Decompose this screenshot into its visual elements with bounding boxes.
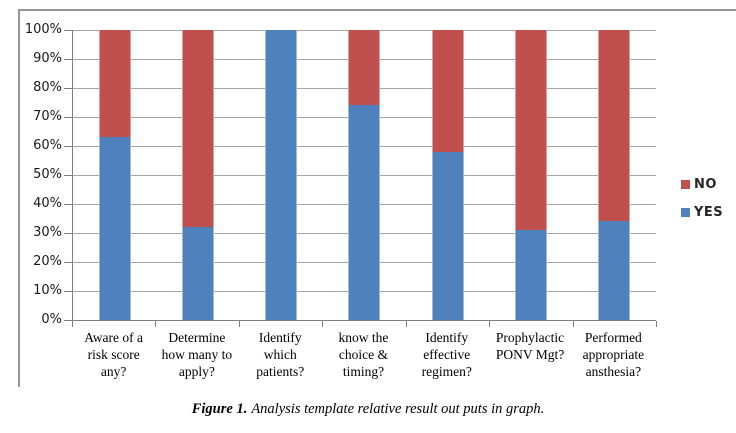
bar-segment-no <box>181 30 214 228</box>
x-axis-tick <box>322 321 324 327</box>
bar-stack <box>265 30 298 320</box>
bar-stack <box>98 30 131 320</box>
bar-segment-no <box>98 30 131 138</box>
bar-slot <box>489 30 572 320</box>
bar-segment-yes <box>98 137 131 320</box>
y-axis-tick <box>64 262 73 263</box>
bar-stack <box>598 30 631 320</box>
x-axis-label: know the choice & timing? <box>338 330 389 379</box>
y-axis-label-60: 60% <box>33 138 62 153</box>
bar-slot <box>406 30 489 320</box>
bar-stack <box>348 30 381 320</box>
y-axis-tick <box>64 117 73 118</box>
y-axis-label-90: 90% <box>33 51 62 66</box>
bars-row <box>73 30 656 320</box>
x-axis-tick <box>656 321 657 327</box>
x-axis-tick <box>155 321 157 327</box>
y-axis-tick <box>64 233 73 234</box>
y-axis-tick <box>64 175 73 176</box>
legend-label: NO <box>694 177 717 192</box>
y-axis-tick <box>64 88 73 89</box>
bar-segment-no <box>431 30 464 152</box>
bar-slot <box>573 30 656 320</box>
bar-segment-no <box>348 30 381 106</box>
bar-stack <box>431 30 464 320</box>
y-axis-label-20: 20% <box>33 254 62 269</box>
legend-swatch-yes <box>681 208 690 217</box>
y-axis-tick <box>64 30 73 31</box>
legend-item-yes: YES <box>681 205 723 220</box>
y-axis-label-0: 0% <box>41 312 62 327</box>
x-axis-label: Identify effective regimen? <box>421 330 472 379</box>
bar-slot <box>240 30 323 320</box>
x-axis-tick <box>405 321 407 327</box>
y-axis-tick <box>64 146 73 147</box>
chart-frame <box>18 9 736 387</box>
legend: NO YES <box>681 177 723 233</box>
x-axis-tick <box>72 321 73 327</box>
y-axis-label-100: 100% <box>24 22 62 37</box>
y-axis-label-50: 50% <box>33 167 62 182</box>
bar-stack <box>515 30 548 320</box>
y-axis-label-30: 30% <box>33 225 62 240</box>
bar-segment-yes <box>265 30 298 320</box>
legend-item-no: NO <box>681 177 723 192</box>
y-axis-tick <box>64 320 73 321</box>
bar-segment-no <box>515 30 548 231</box>
x-axis-label: Identify which patients? <box>256 330 305 379</box>
caption-text: Analysis template relative result out pu… <box>251 401 545 417</box>
bar-segment-yes <box>598 221 631 320</box>
y-axis-label-70: 70% <box>33 109 62 124</box>
bar-segment-yes <box>348 105 381 320</box>
x-axis-label: Determine how many to apply? <box>161 330 233 379</box>
y-axis-tick <box>64 59 73 60</box>
bar-slot <box>156 30 239 320</box>
bar-slot <box>73 30 156 320</box>
bar-stack <box>181 30 214 320</box>
y-axis-tick <box>64 291 73 292</box>
x-axis-tick <box>489 321 491 327</box>
bar-segment-yes <box>515 230 548 320</box>
y-axis-label-10: 10% <box>33 283 62 298</box>
x-axis-label: Aware of a risk score any? <box>84 330 143 379</box>
x-axis-labels: Aware of a risk score any? Determine how … <box>72 329 655 380</box>
legend-swatch-no <box>681 180 690 189</box>
y-axis-label-40: 40% <box>33 196 62 211</box>
y-axis-tick <box>64 204 73 205</box>
x-axis-tick <box>238 321 240 327</box>
plot-area <box>72 30 656 321</box>
y-axis-label-80: 80% <box>33 80 62 95</box>
bar-segment-yes <box>431 151 464 320</box>
x-axis-tick <box>572 321 574 327</box>
legend-label: YES <box>694 205 724 220</box>
caption-label: Figure 1. <box>191 401 248 417</box>
bar-segment-yes <box>181 227 214 320</box>
x-axis-ticks <box>72 321 657 327</box>
bar-segment-no <box>598 30 631 222</box>
figure-caption: Figure 1. Analysis template relative resu… <box>0 401 736 418</box>
x-axis-label: Performed appropriate ansthesia? <box>582 330 645 379</box>
bar-slot <box>323 30 406 320</box>
x-axis-label: Prophylactic PONV Mgt? <box>495 330 565 362</box>
